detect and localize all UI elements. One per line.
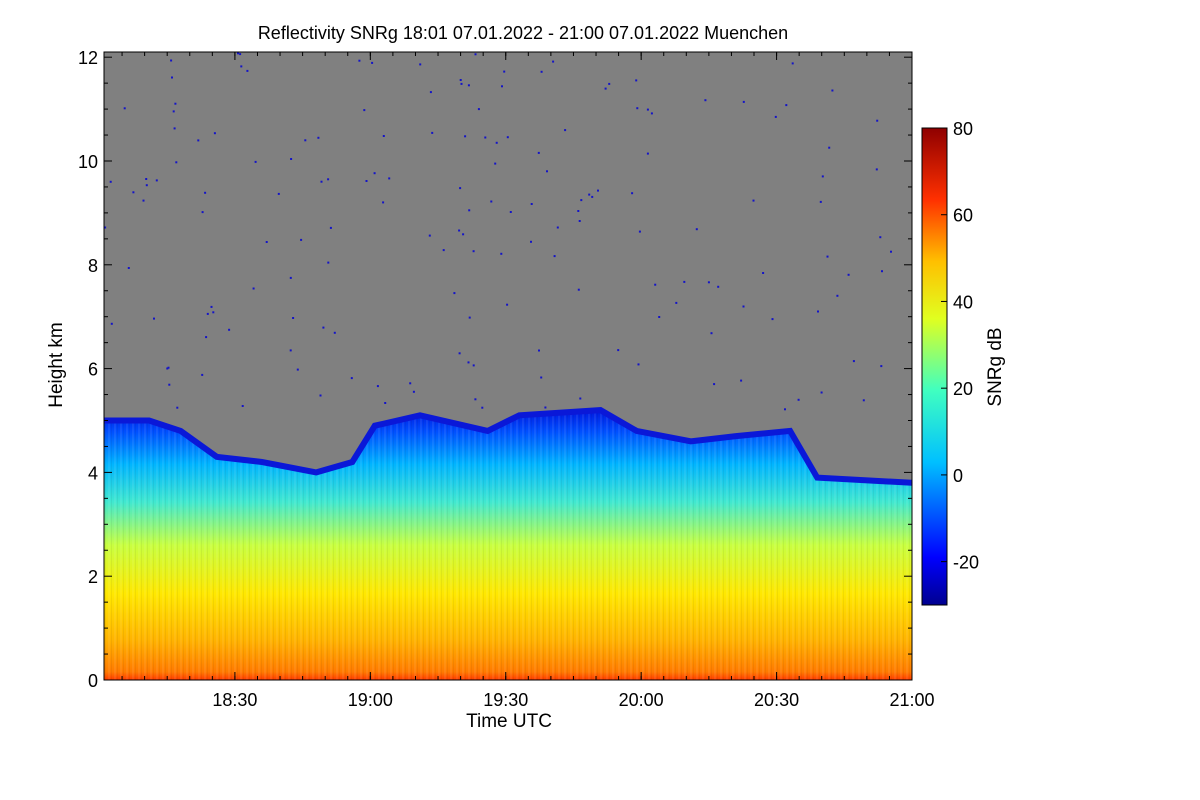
x-tick-label: 19:00	[348, 690, 393, 710]
colorbar: -20 0 20 40 60 80	[921, 119, 979, 606]
y-tick-label: 2	[88, 567, 98, 587]
colorbar-tick-label: 20	[953, 379, 973, 399]
colorbar-tick-label: 80	[953, 119, 973, 139]
x-tick-label: 20:30	[754, 690, 799, 710]
echo-texture	[104, 410, 912, 680]
y-tick-label: 12	[78, 48, 98, 68]
y-axis: 0 2 4 6 8 10 12	[78, 48, 912, 691]
y-axis-title: Height km	[46, 322, 67, 408]
x-tick-label: 19:30	[483, 690, 528, 710]
colorbar-tick-label: 60	[953, 206, 973, 226]
y-tick-label: 0	[88, 671, 98, 691]
x-tick-label: 21:00	[889, 690, 934, 710]
cloud-top-edge	[104, 407, 912, 486]
plot-frame	[103, 51, 913, 681]
plot-area	[104, 52, 912, 680]
chart-title: Reflectivity SNRg 18:01 07.01.2022 - 21:…	[258, 23, 788, 43]
x-axis-title: Time UTC	[466, 711, 552, 732]
x-tick-label: 20:00	[619, 690, 664, 710]
y-tick-label: 8	[88, 256, 98, 276]
colorbar-scale	[921, 127, 948, 606]
y-tick-label: 10	[78, 152, 98, 172]
colorbar-title: SNRg dB	[985, 327, 1006, 406]
colorbar-tick-label: 40	[953, 292, 973, 312]
colorbar-tick-label: 0	[953, 466, 963, 486]
y-tick-label: 4	[88, 463, 98, 483]
x-axis: 18:30 19:00 19:30 20:00 20:30 21:00	[121, 52, 935, 710]
x-tick-label: 18:30	[212, 690, 257, 710]
y-tick-label: 6	[88, 360, 98, 380]
clear-air-noise-pixels	[104, 52, 892, 411]
colorbar-tick-label: -20	[953, 553, 979, 573]
